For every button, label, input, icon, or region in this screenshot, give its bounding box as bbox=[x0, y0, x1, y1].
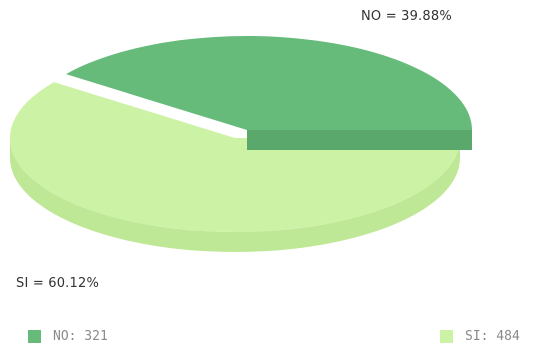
pie-slice-si bbox=[10, 82, 460, 232]
legend-swatch-no bbox=[28, 330, 41, 343]
legend-item-no: NO: 321 bbox=[28, 329, 108, 344]
legend-item-si: SI: 484 bbox=[440, 329, 520, 344]
pie-slice-no bbox=[66, 35, 472, 130]
legend-label-no: NO: 321 bbox=[53, 329, 108, 344]
pie-slice-no-cut bbox=[247, 130, 472, 150]
legend-swatch-si bbox=[440, 330, 453, 343]
slice-label-si: SI = 60.12% bbox=[16, 276, 100, 291]
pie-slice-si-side bbox=[10, 138, 460, 252]
legend-label-si: SI: 484 bbox=[465, 329, 520, 344]
slice-label-no: NO = 39.88% bbox=[361, 9, 452, 24]
